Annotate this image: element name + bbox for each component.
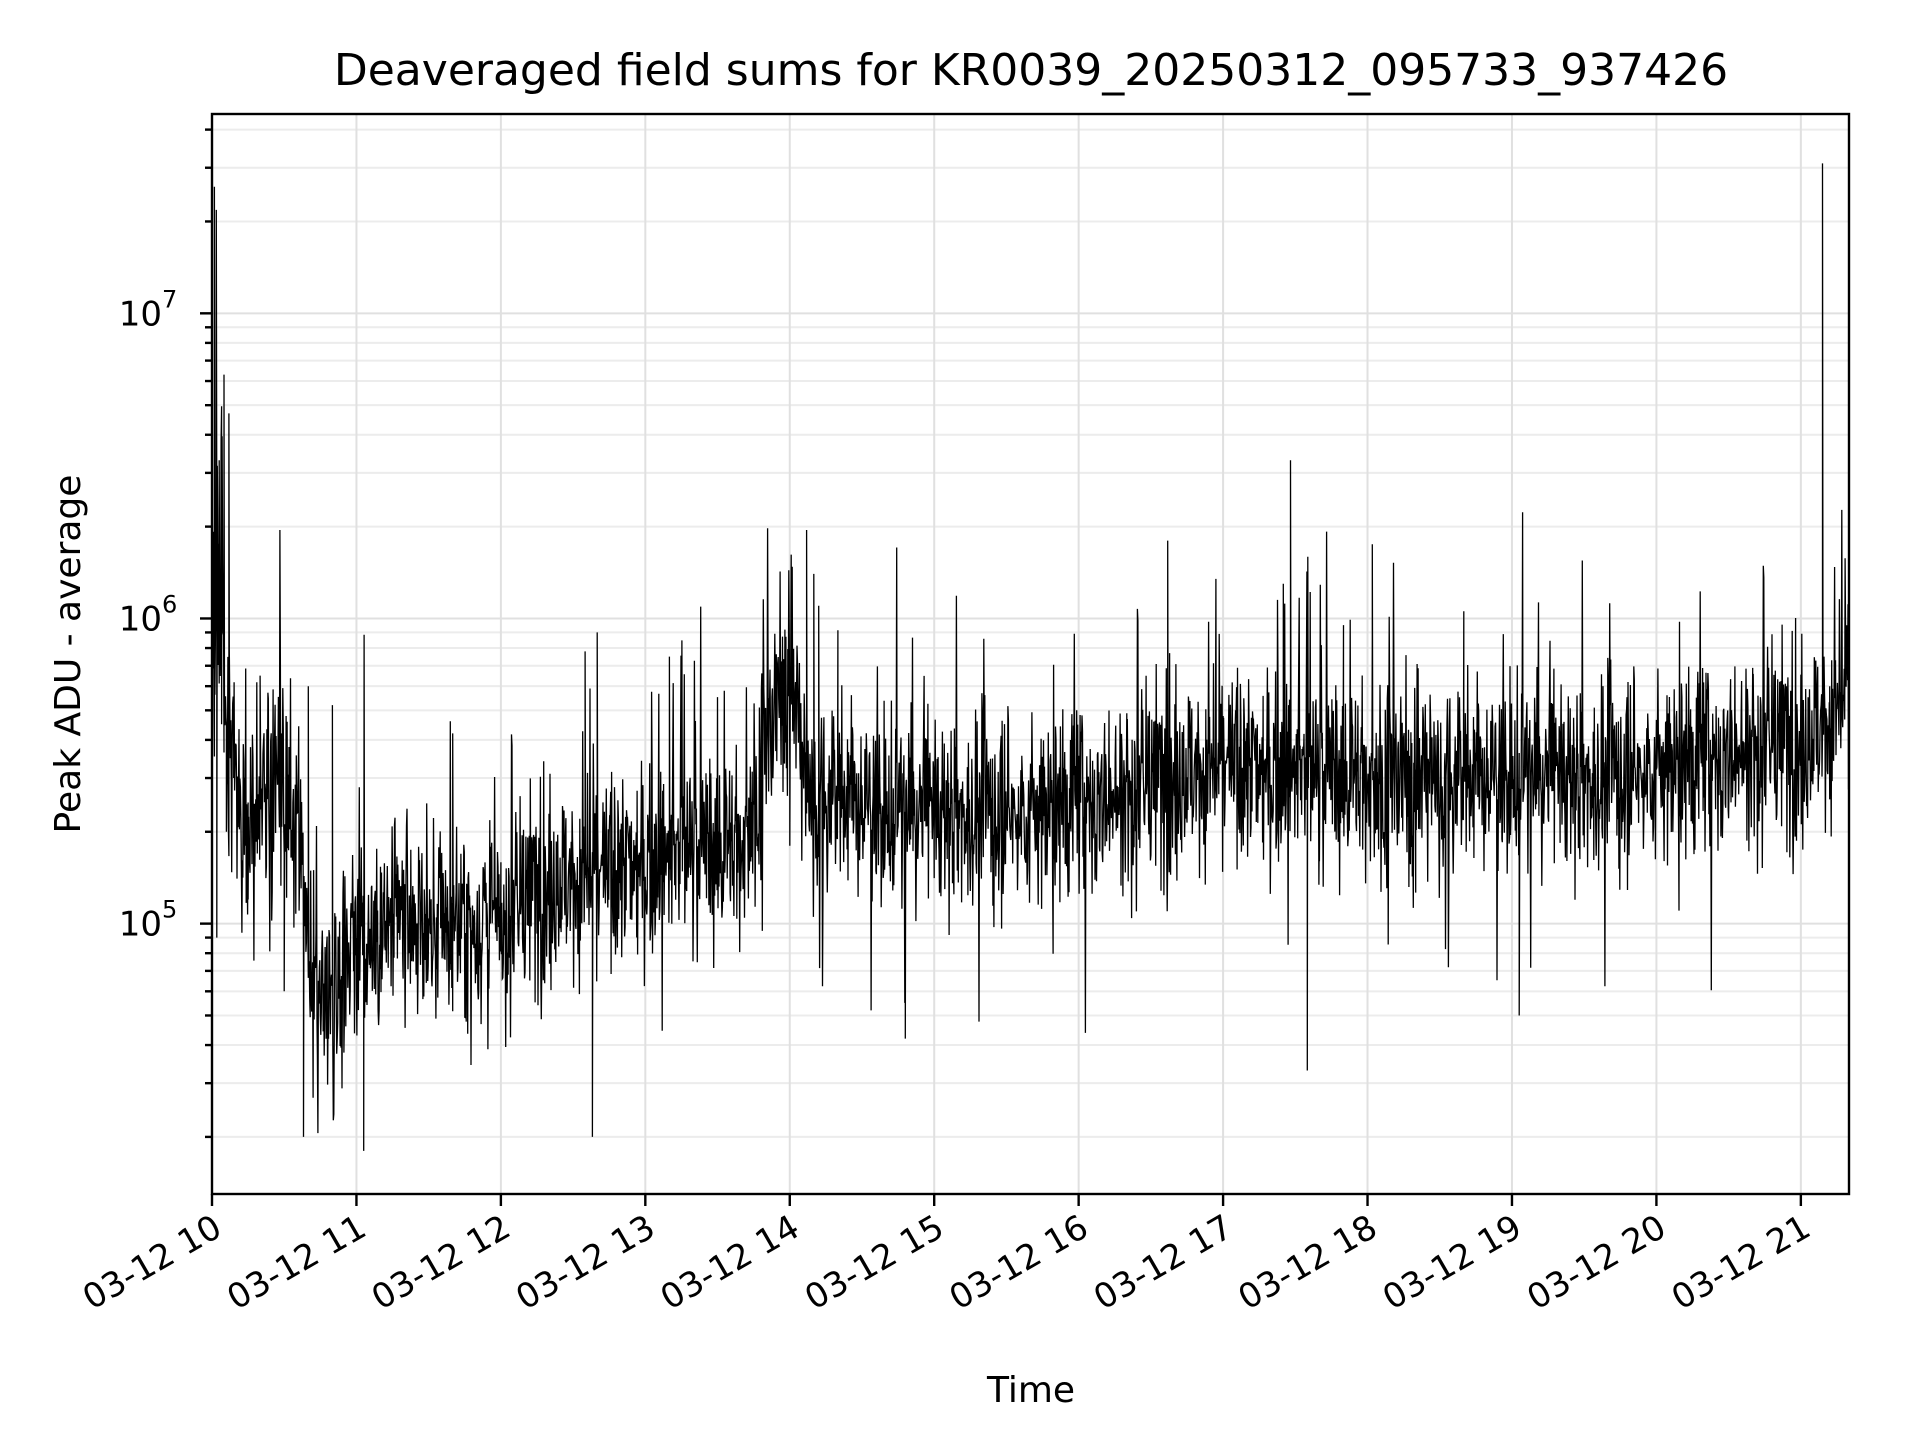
y-axis-label: Peak ADU - average <box>48 475 89 834</box>
x-axis-label: Time <box>986 1370 1075 1411</box>
y-tick-label: 106 <box>119 590 178 639</box>
plot-frame <box>210 112 1851 1196</box>
y-tick-label: 105 <box>119 896 178 945</box>
plot-area <box>211 163 1850 1151</box>
y-axis: 105 106 107 <box>119 128 212 1139</box>
chart-title: Deaveraged field sums for KR0039_2025031… <box>334 45 1728 96</box>
series-line <box>211 163 1850 1151</box>
y-tick-label: 107 <box>119 285 178 334</box>
